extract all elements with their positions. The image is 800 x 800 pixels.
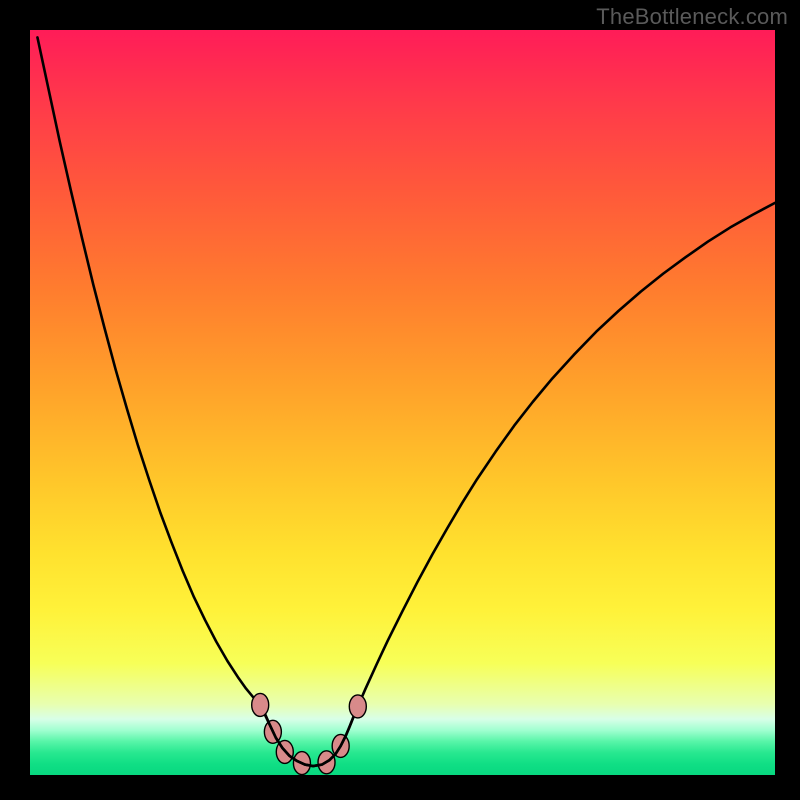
watermark-text: TheBottleneck.com bbox=[596, 4, 788, 30]
chart-plot-background bbox=[30, 30, 775, 775]
chart-svg bbox=[0, 0, 800, 800]
chart-marker bbox=[252, 693, 269, 716]
chart-marker bbox=[349, 695, 366, 718]
bottleneck-chart: TheBottleneck.com bbox=[0, 0, 800, 800]
